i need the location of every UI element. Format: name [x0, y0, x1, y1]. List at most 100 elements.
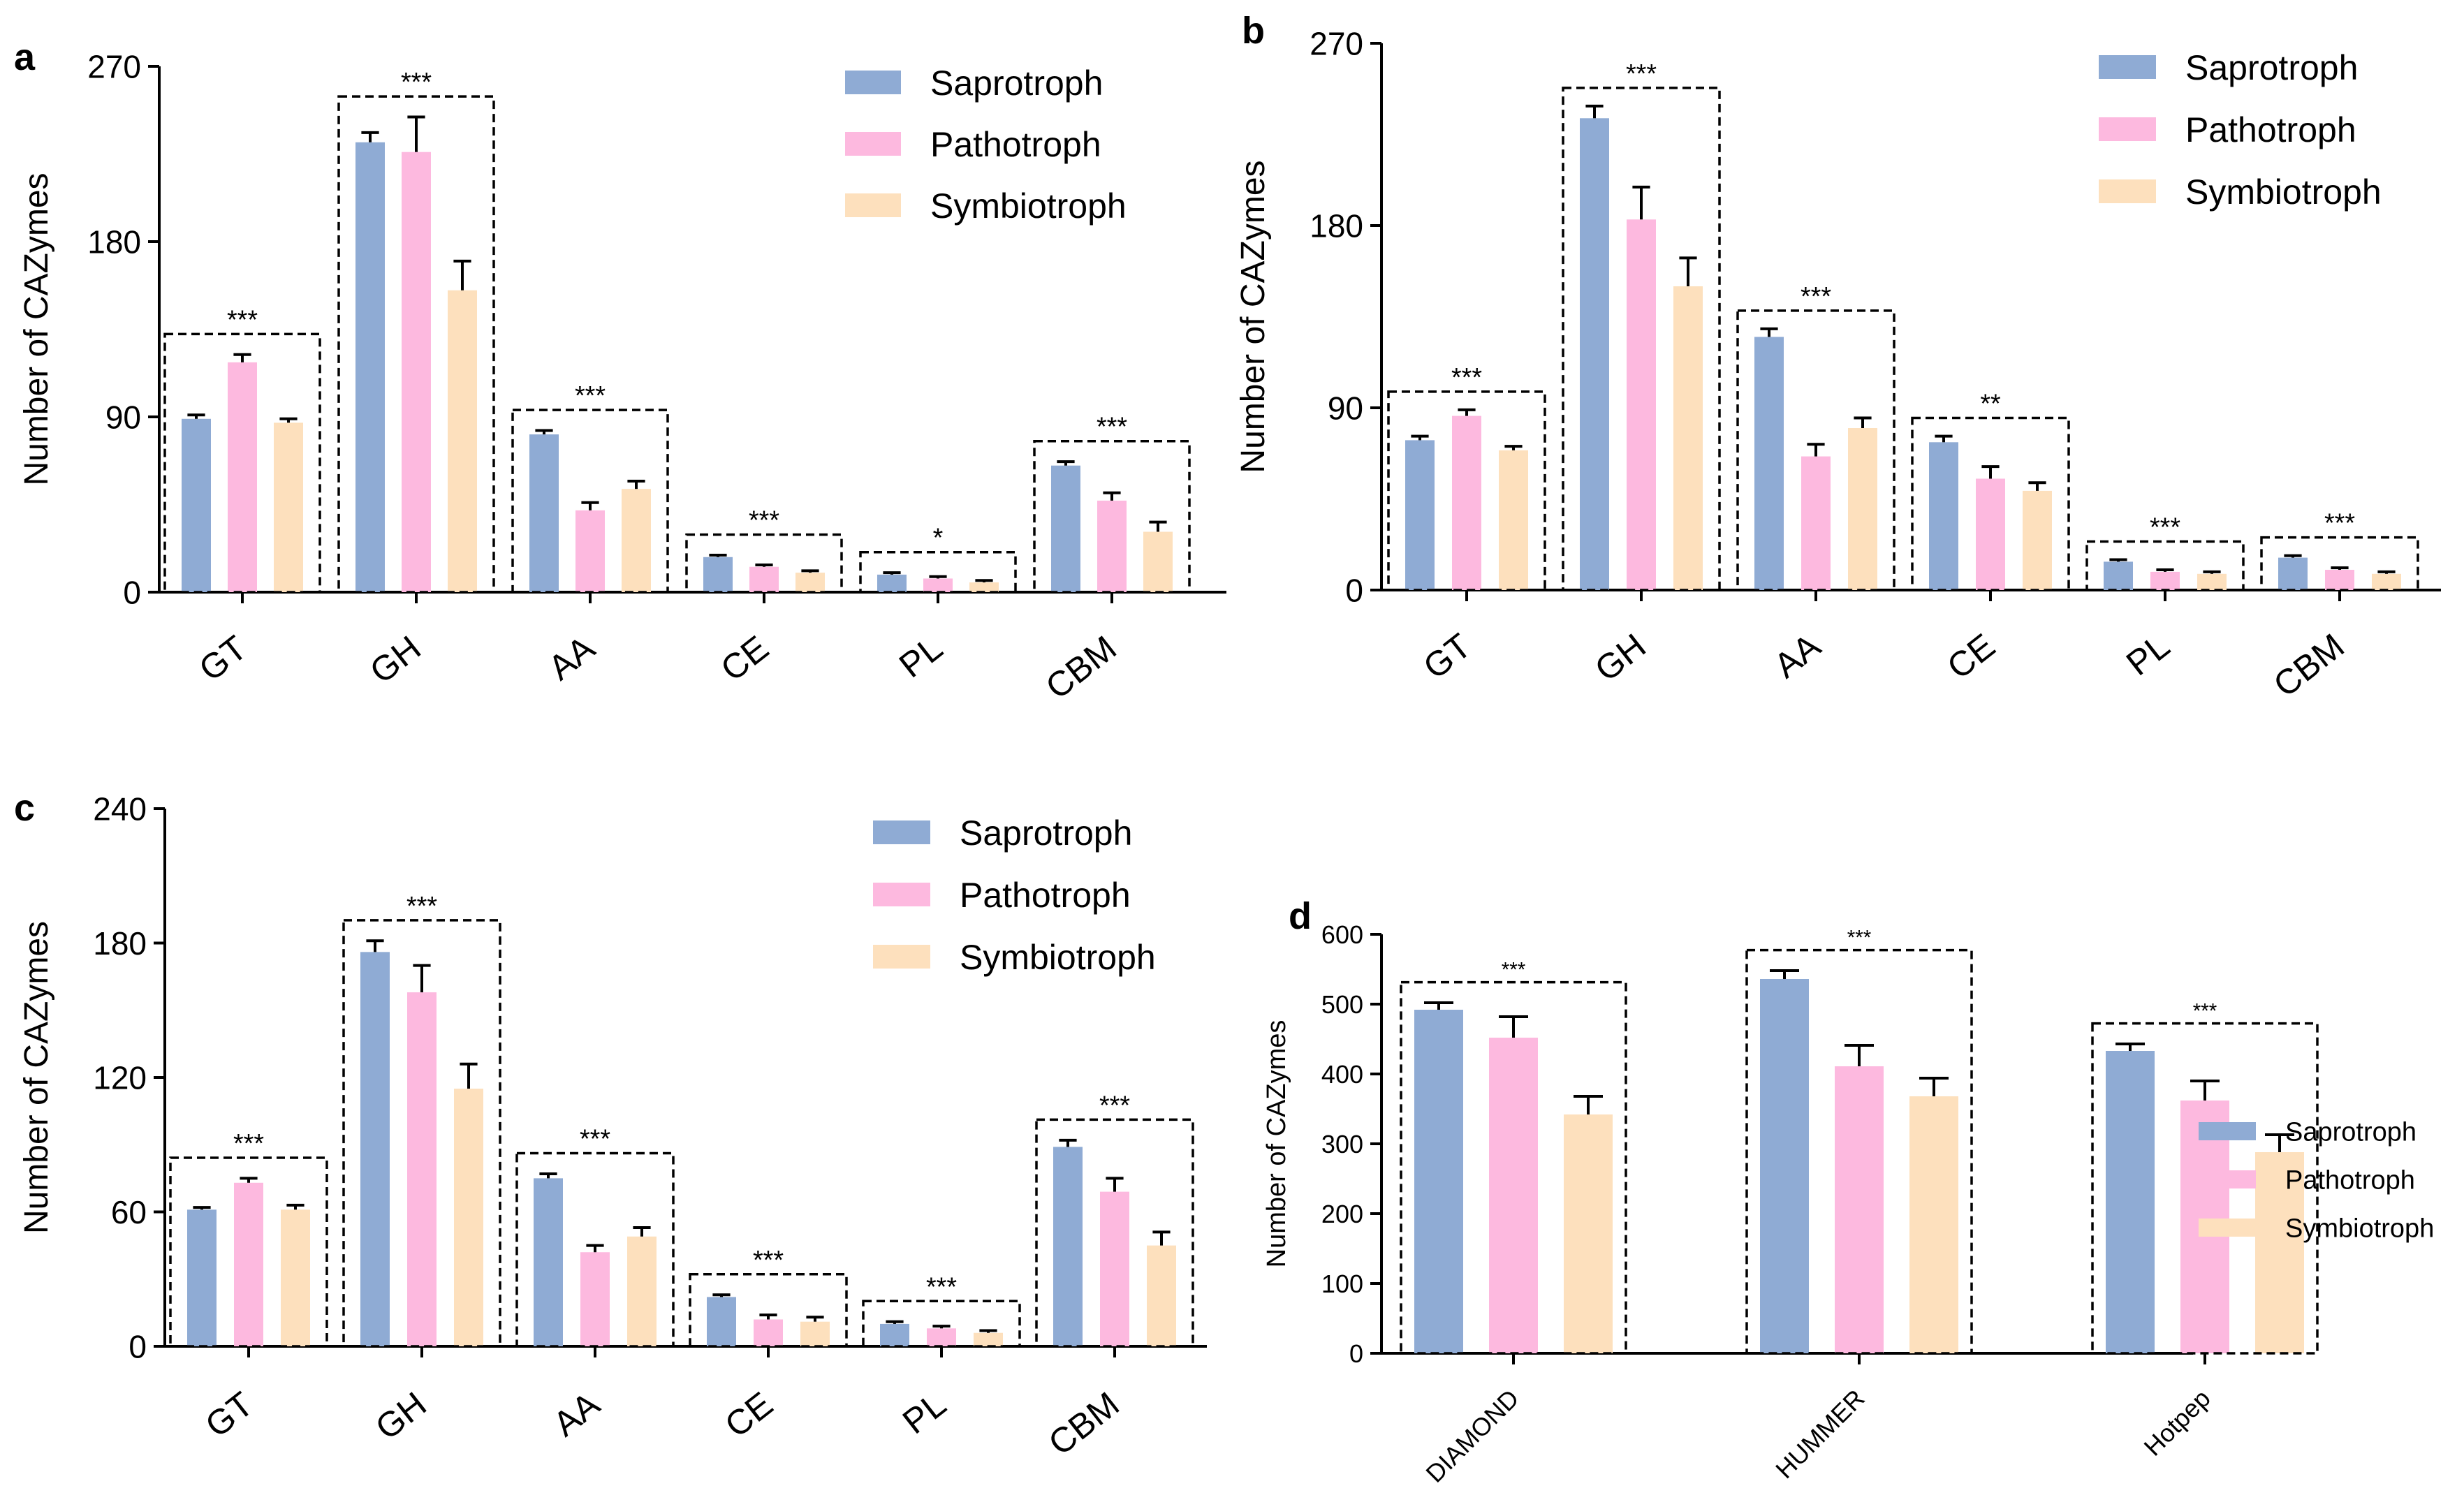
- bar-saprotroph-gt: [182, 418, 211, 592]
- bar-symbiotroph-cbm: [1147, 1245, 1176, 1346]
- panel-c-chart: c 0 60 120 180 240 Number of CAZymes *** GT *** GH…: [14, 787, 1207, 1463]
- bar-pathotroph-gh: [402, 152, 431, 592]
- bar-pathotroph-aa: [575, 510, 605, 592]
- y-axis-label: Number of CAZymes: [18, 172, 55, 485]
- bar-saprotroph-aa: [1754, 337, 1784, 590]
- legend-label: Saprotroph: [930, 64, 1103, 103]
- bar-symbiotroph-ce: [795, 573, 825, 592]
- significance-label: ***: [1801, 281, 1831, 311]
- x-tick-label: CE: [1940, 626, 2002, 687]
- bar-symbiotroph-hummer: [1909, 1096, 1958, 1353]
- bar-symbiotroph-cbm: [2372, 573, 2401, 590]
- x-tick-label: AA: [541, 628, 603, 688]
- legend-swatch-saprotroph: [873, 820, 930, 844]
- significance-label: ***: [749, 506, 779, 535]
- significance-label: ***: [575, 381, 606, 410]
- x-tick-label: AA: [1767, 626, 1828, 686]
- legend-label: Pathotroph: [930, 125, 1101, 164]
- x-tick-label: GT: [1416, 626, 1479, 687]
- bar-pathotroph-gt: [234, 1182, 263, 1346]
- bar-symbiotroph-pl: [974, 1332, 1003, 1346]
- significance-box: [1736, 309, 1895, 591]
- x-tick-label: PL: [892, 628, 950, 686]
- legend-swatch-pathotroph: [2199, 1170, 2256, 1188]
- bar-symbiotroph-aa: [627, 1236, 657, 1346]
- bar-symbiotroph-gt: [281, 1209, 310, 1346]
- bar-saprotroph-gh: [355, 142, 385, 592]
- bar-symbiotroph-diamond: [1564, 1114, 1613, 1353]
- x-tick-label: GH: [1587, 626, 1653, 689]
- significance-label: ***: [1451, 362, 1482, 392]
- significance-box: [1035, 1118, 1194, 1348]
- y-tick-label: 240: [93, 791, 147, 827]
- bar-pathotroph-ce: [749, 566, 779, 592]
- legend-label: Symbiotroph: [2185, 172, 2382, 212]
- legend-label: Pathotroph: [2185, 110, 2356, 149]
- legend-swatch-saprotroph: [2199, 1122, 2256, 1140]
- y-tick-label: 120: [93, 1060, 147, 1096]
- significance-label: ***: [406, 891, 437, 920]
- bar-pathotroph-cbm: [2325, 570, 2354, 590]
- significance-label: *: [933, 523, 944, 552]
- bar-symbiotroph-aa: [622, 489, 651, 592]
- legend-label: Symbiotroph: [960, 938, 1156, 977]
- legend-swatch-pathotroph: [873, 883, 930, 906]
- bar-pathotroph-pl: [2150, 571, 2180, 590]
- bar-symbiotroph-gh: [1673, 286, 1703, 590]
- bar-saprotroph-cbm: [2278, 557, 2308, 590]
- legend-label: Symbiotroph: [930, 186, 1127, 226]
- y-axis-label: Number of CAZymes: [1235, 160, 1272, 473]
- x-tick-label: PL: [895, 1385, 953, 1442]
- bar-pathotroph-gh: [1627, 219, 1656, 590]
- legend-label: Symbiotroph: [2285, 1214, 2434, 1244]
- y-tick-label: 60: [111, 1194, 147, 1230]
- bar-symbiotroph-ce: [2023, 490, 2052, 590]
- significance-box: [1033, 439, 1191, 594]
- bar-symbiotroph-hotpep: [2255, 1152, 2304, 1353]
- bar-saprotroph-pl: [2104, 561, 2133, 590]
- bar-saprotroph-gt: [187, 1209, 217, 1346]
- bar-symbiotroph-ce: [800, 1321, 830, 1346]
- x-tick-label: AA: [546, 1384, 608, 1444]
- legend-swatch-symbiotroph: [2199, 1219, 2256, 1237]
- bar-saprotroph-cbm: [1051, 465, 1080, 592]
- bar-pathotroph-hummer: [1835, 1066, 1884, 1353]
- y-tick-label: 180: [1310, 208, 1363, 244]
- significance-box: [337, 95, 495, 594]
- y-tick-label: 200: [1321, 1200, 1363, 1228]
- legend-label: Saprotroph: [2185, 48, 2358, 87]
- bar-saprotroph-gh: [1580, 118, 1609, 591]
- y-tick-label: 270: [87, 49, 141, 85]
- legend-swatch-pathotroph: [845, 132, 901, 156]
- significance-label: ***: [1099, 1090, 1130, 1119]
- bar-pathotroph-cbm: [1100, 1191, 1129, 1346]
- significance-label: ***: [926, 1272, 957, 1301]
- bar-saprotroph-gh: [360, 952, 390, 1346]
- significance-label: ***: [1847, 927, 1872, 950]
- x-tick-label: HUMMER: [1770, 1384, 1870, 1485]
- bar-symbiotroph-gh: [454, 1089, 483, 1346]
- significance-label: ***: [580, 1124, 610, 1154]
- significance-box: [2260, 536, 2419, 591]
- bar-symbiotroph-gt: [274, 422, 303, 592]
- y-tick-label: 0: [129, 1329, 147, 1365]
- legend-swatch-pathotroph: [2099, 117, 2156, 141]
- bar-saprotroph-gt: [1405, 440, 1435, 590]
- legend-swatch-saprotroph: [2099, 55, 2156, 79]
- significance-label: ***: [1097, 412, 1127, 441]
- x-tick-label: GT: [192, 628, 254, 689]
- bar-saprotroph-cbm: [1053, 1147, 1083, 1346]
- bar-pathotroph-gt: [228, 362, 257, 592]
- significance-label: ***: [2150, 512, 2180, 541]
- bar-symbiotroph-aa: [1848, 428, 1877, 590]
- legend-swatch-symbiotroph: [2099, 179, 2156, 203]
- legend-swatch-symbiotroph: [873, 945, 930, 969]
- significance-label: ***: [401, 67, 432, 96]
- y-tick-label: 500: [1321, 990, 1363, 1019]
- y-tick-label: 600: [1321, 920, 1363, 949]
- bar-saprotroph-ce: [1929, 442, 1958, 590]
- bar-pathotroph-pl: [923, 578, 953, 592]
- bar-pathotroph-cbm: [1097, 500, 1127, 592]
- y-tick-label: 90: [105, 399, 141, 436]
- legend-swatch-saprotroph: [845, 71, 901, 94]
